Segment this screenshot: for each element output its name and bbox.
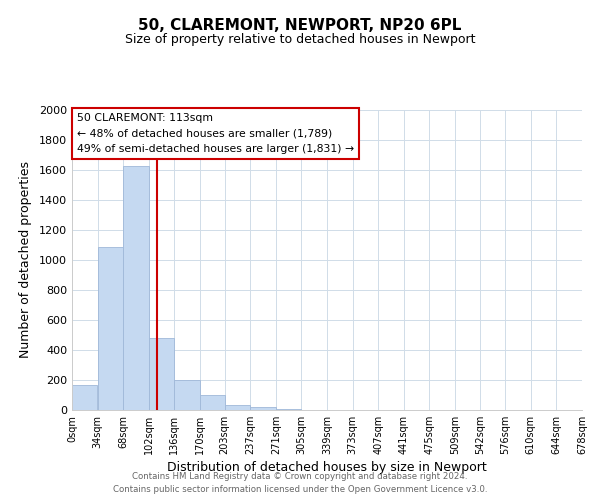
Bar bbox=[98, 246, 123, 410]
Text: Contains HM Land Registry data © Crown copyright and database right 2024.: Contains HM Land Registry data © Crown c… bbox=[132, 472, 468, 481]
Text: 50, CLAREMONT, NEWPORT, NP20 6PL: 50, CLAREMONT, NEWPORT, NP20 6PL bbox=[139, 18, 461, 32]
X-axis label: Distribution of detached houses by size in Newport: Distribution of detached houses by size … bbox=[167, 461, 487, 474]
Text: 50 CLAREMONT: 113sqm
← 48% of detached houses are smaller (1,789)
49% of semi-de: 50 CLAREMONT: 113sqm ← 48% of detached h… bbox=[77, 113, 354, 154]
Text: Size of property relative to detached houses in Newport: Size of property relative to detached ho… bbox=[125, 32, 475, 46]
Bar bbox=[72, 384, 97, 410]
Bar bbox=[149, 338, 174, 410]
Y-axis label: Number of detached properties: Number of detached properties bbox=[19, 162, 32, 358]
Bar bbox=[124, 166, 149, 410]
Bar bbox=[276, 408, 301, 410]
Text: Contains public sector information licensed under the Open Government Licence v3: Contains public sector information licen… bbox=[113, 485, 487, 494]
Bar bbox=[225, 405, 250, 410]
Bar bbox=[250, 407, 275, 410]
Bar bbox=[200, 395, 224, 410]
Bar bbox=[175, 380, 200, 410]
